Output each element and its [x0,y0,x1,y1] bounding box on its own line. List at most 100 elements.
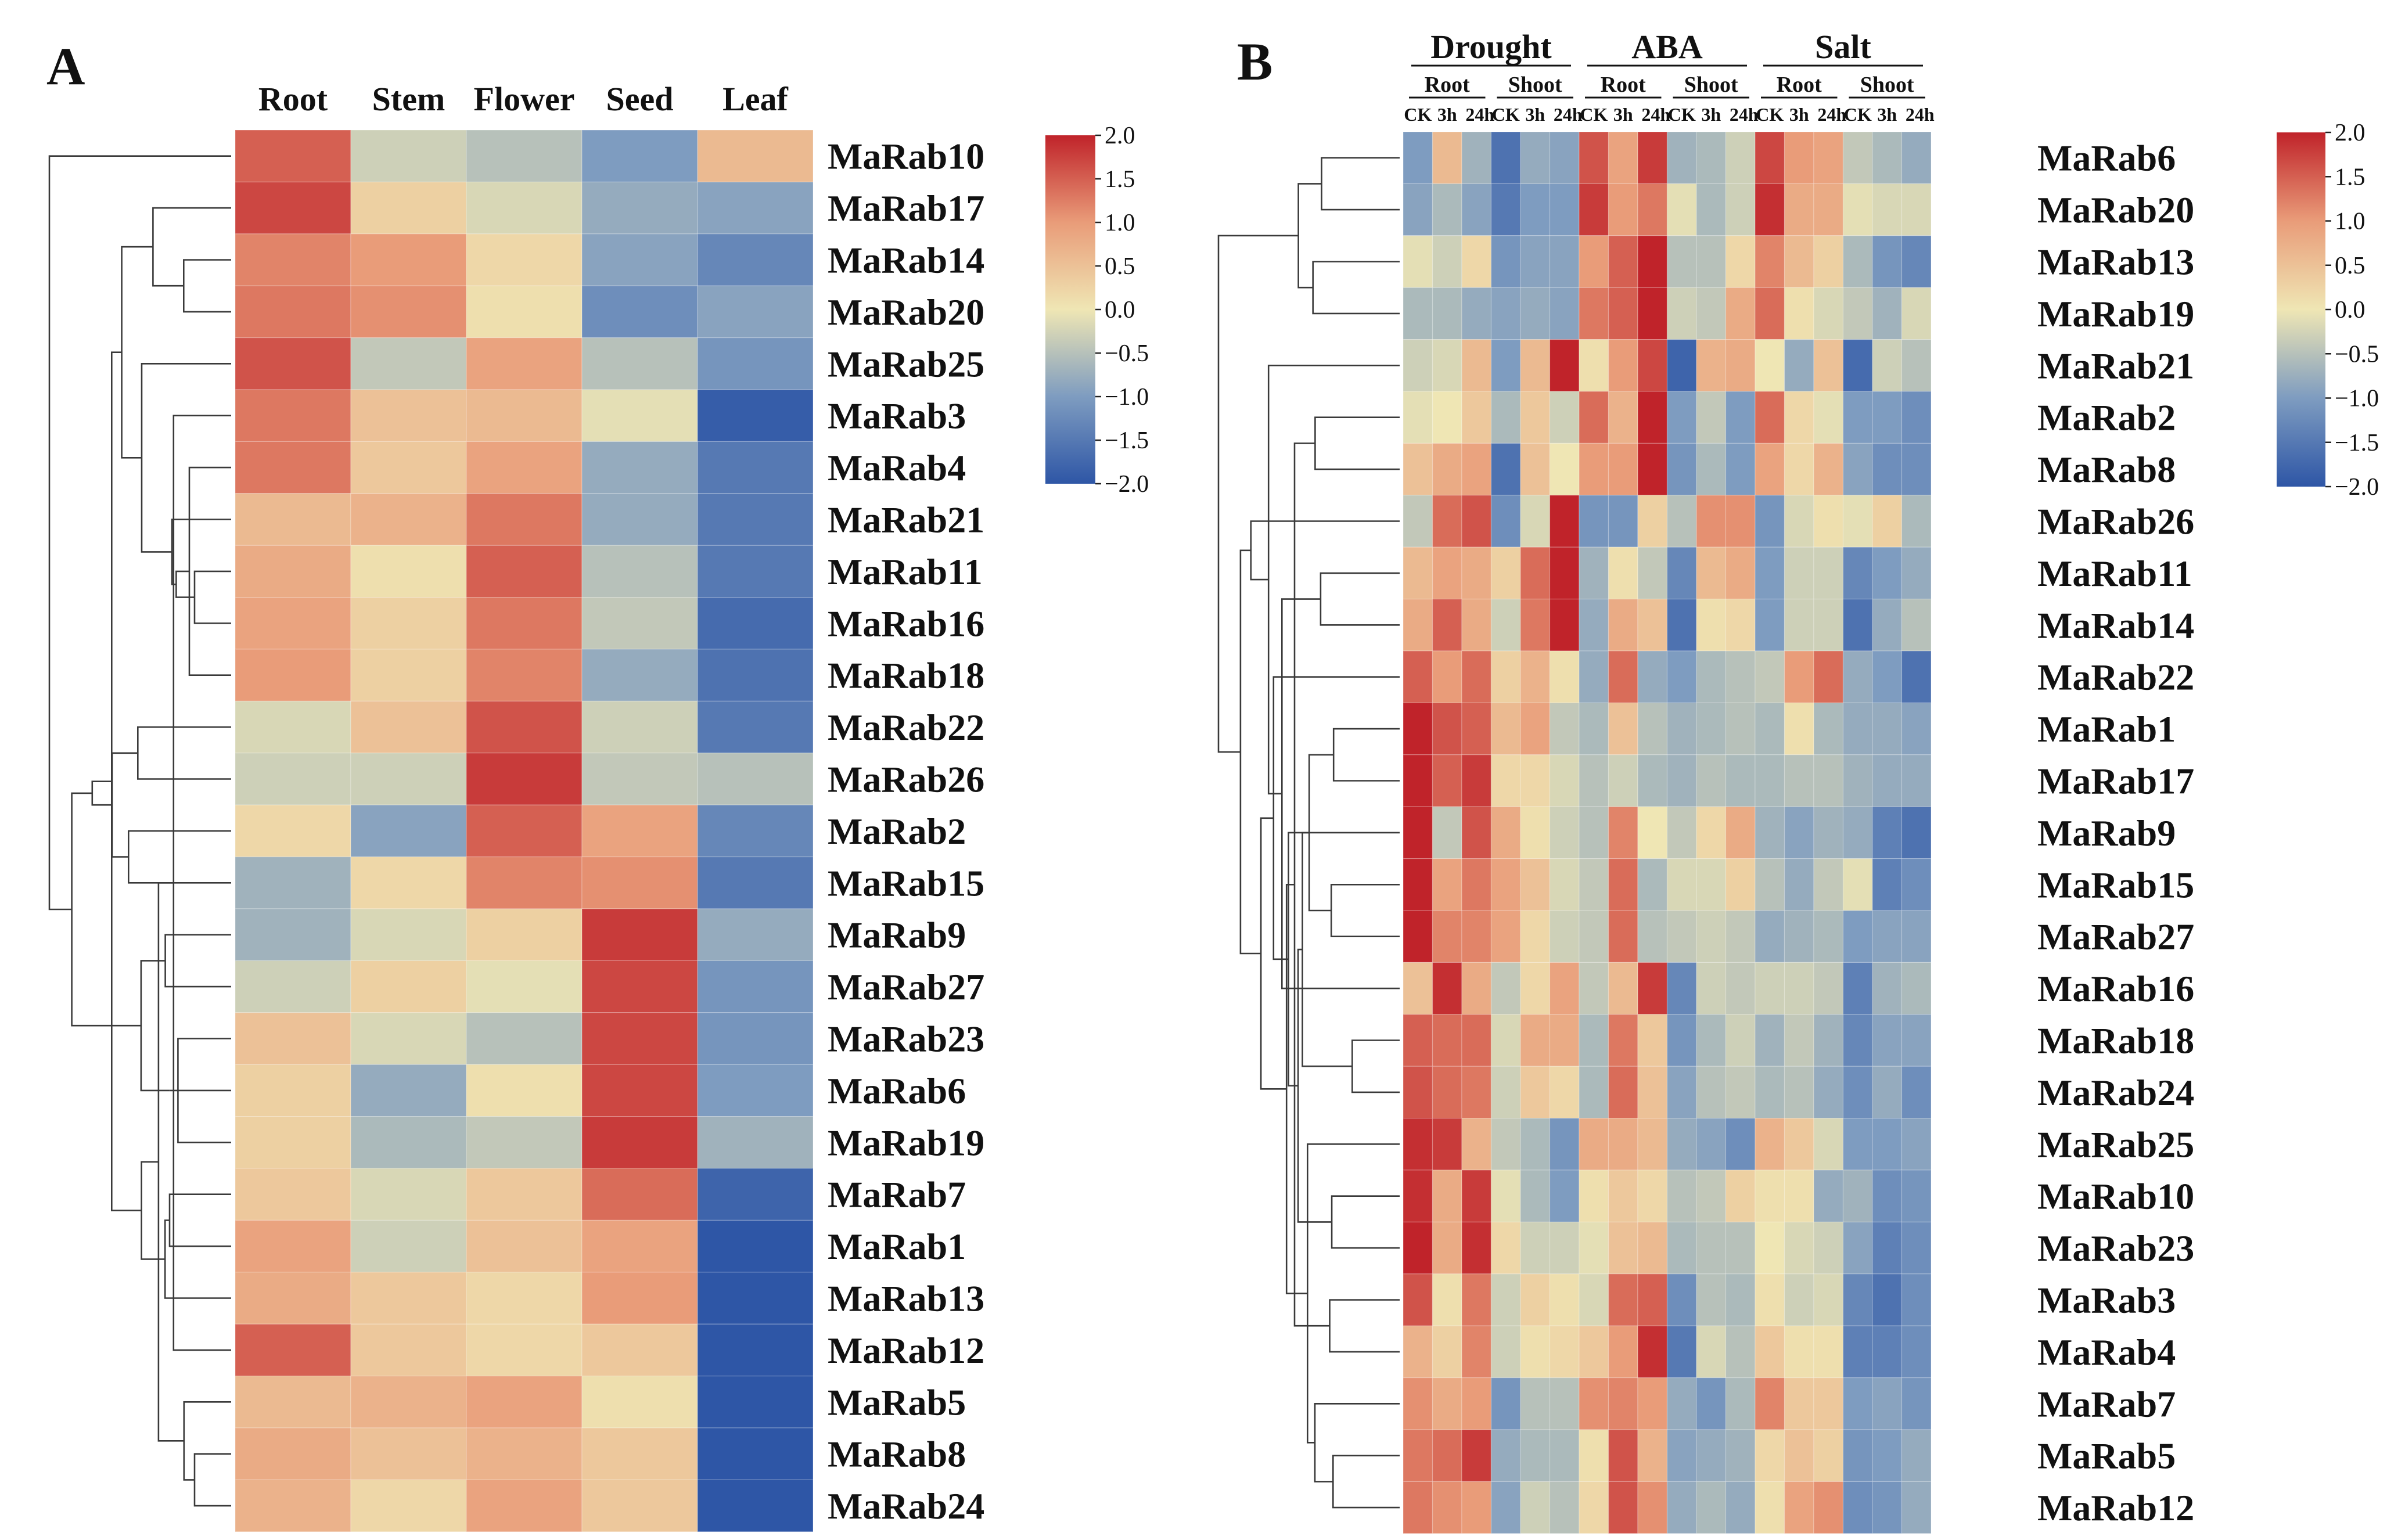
b-dendro-branch-3 [1331,1195,1400,1249]
b-cell-MaRab22-Drought-Root-CK [1403,650,1433,704]
b-cell-MaRab13-ABA-Root-24h [1637,235,1668,288]
a-cell-MaRab16-Leaf [697,596,814,650]
b-cell-MaRab5-Salt-Root-3h [1784,1429,1814,1483]
a-cell-MaRab20-Root [235,285,351,339]
a-cell-MaRab15-Seed [581,856,698,909]
a-row-label: MaRab3 [828,395,966,437]
b-cell-MaRab14-Drought-Shoot-24h [1549,598,1580,652]
b-cell-MaRab11-ABA-Root-CK [1579,546,1609,600]
a-cell-MaRab24-Flower [466,1479,583,1532]
a-cell-MaRab13-Stem [350,1272,467,1325]
b-cell-MaRab18-ABA-Root-24h [1637,1014,1668,1067]
b-cell-MaRab7-Drought-Root-24h [1461,1377,1492,1430]
b-cell-MaRab10-Salt-Shoot-3h [1872,1170,1903,1223]
a-row-label: MaRab27 [828,966,984,1008]
b-cell-MaRab26-ABA-Shoot-3h [1696,495,1727,548]
a-cell-MaRab7-Stem [350,1168,467,1221]
b-cell-MaRab18-Drought-Root-24h [1461,1014,1492,1067]
a-cell-MaRab17-Root [235,181,351,235]
b-row-label: MaRab7 [2037,1383,2176,1424]
b-cell-MaRab3-Salt-Shoot-24h [1901,1273,1932,1326]
b-cell-MaRab15-Drought-Root-24h [1461,858,1492,911]
a-row-label: MaRab25 [828,343,984,384]
b-cell-MaRab1-Salt-Shoot-3h [1872,702,1903,755]
b-cell-MaRab7-Salt-Root-24h [1813,1377,1844,1430]
b-cell-MaRab24-Drought-Shoot-CK [1490,1066,1521,1119]
a-cell-MaRab25-Seed [581,337,698,390]
a-cell-MaRab24-Root [235,1479,351,1532]
b-cell-MaRab12-ABA-Shoot-3h [1696,1481,1727,1534]
b-cell-MaRab20-Drought-Root-3h [1432,183,1462,236]
a-row-label: MaRab21 [828,499,984,541]
b-cell-MaRab7-Salt-Shoot-3h [1872,1377,1903,1430]
b-cell-MaRab8-Drought-Root-24h [1461,442,1492,496]
b-cell-MaRab22-Drought-Root-24h [1461,650,1492,704]
b-cell-MaRab11-Drought-Root-3h [1432,546,1462,600]
b-timepoint-label: CK [1844,104,1872,125]
b-cell-MaRab24-Salt-Shoot-CK [1842,1066,1873,1119]
b-cell-MaRab5-ABA-Root-CK [1579,1429,1609,1483]
b-row-label: MaRab15 [2037,864,2194,905]
b-timepoint-label: 3h [1613,104,1633,125]
a-cell-MaRab1-Stem [350,1219,467,1273]
b-cell-MaRab24-Salt-Shoot-3h [1872,1066,1903,1119]
b-cell-MaRab27-Salt-Shoot-CK [1842,910,1873,963]
a-dendro-branch-1 [193,1453,231,1507]
b-cell-MaRab7-Salt-Root-CK [1755,1377,1785,1430]
b-legend-tick-label: 0.0 [2335,297,2366,323]
b-cell-MaRab12-ABA-Root-CK [1579,1481,1609,1534]
b-cell-MaRab3-Salt-Shoot-CK [1842,1273,1873,1326]
b-cell-MaRab24-Drought-Root-CK [1403,1066,1433,1119]
b-dendro-branch-24 [1239,549,1261,955]
b-cell-MaRab27-ABA-Shoot-3h [1696,910,1727,963]
a-cell-MaRab21-Flower [466,493,583,546]
a-cell-MaRab5-Flower [466,1376,583,1429]
a-cell-MaRab15-Root [235,856,351,909]
b-cell-MaRab12-Drought-Root-24h [1461,1481,1492,1534]
b-row-label: MaRab5 [2037,1435,2176,1477]
a-cell-MaRab22-Root [235,700,351,754]
b-cell-MaRab22-ABA-Shoot-3h [1696,650,1727,704]
b-cell-MaRab10-ABA-Root-3h [1608,1170,1638,1223]
b-cell-MaRab22-Salt-Root-24h [1813,650,1844,704]
b-cell-MaRab1-ABA-Shoot-3h [1696,702,1727,755]
b-cell-MaRab13-Drought-Shoot-24h [1549,235,1580,288]
b-legend-tick-label: −1.5 [2335,430,2379,456]
b-dendro-branch-1 [1332,728,1400,782]
b-cell-MaRab26-Salt-Root-3h [1784,495,1814,548]
b-cell-MaRab3-Drought-Shoot-24h [1549,1273,1580,1326]
b-cell-MaRab23-Salt-Shoot-24h [1901,1221,1932,1275]
b-legend-tick-label: 1.5 [2335,164,2366,190]
a-cell-MaRab2-Leaf [697,804,814,858]
b-cell-MaRab27-ABA-Root-3h [1608,910,1638,963]
b-cell-MaRab21-ABA-Shoot-CK [1666,339,1697,392]
b-cell-MaRab9-Drought-Root-3h [1432,806,1462,859]
b-cell-MaRab8-ABA-Shoot-3h [1696,442,1727,496]
b-cell-MaRab8-ABA-Shoot-CK [1666,442,1697,496]
a-cell-MaRab17-Stem [350,181,467,235]
a-cell-MaRab10-Leaf [697,129,814,183]
b-cell-MaRab7-Salt-Root-3h [1784,1377,1814,1430]
b-cell-MaRab1-ABA-Shoot-CK [1666,702,1697,755]
b-cell-MaRab7-Drought-Shoot-CK [1490,1377,1521,1430]
a-cell-MaRab4-Flower [466,441,583,494]
b-row-label: MaRab20 [2037,189,2194,231]
b-cell-MaRab2-Salt-Root-CK [1755,391,1785,444]
b-dendro-branch-16 [1293,442,1330,1327]
b-cell-MaRab16-Salt-Shoot-CK [1842,962,1873,1015]
b-cell-MaRab23-ABA-Root-CK [1579,1221,1609,1275]
a-cell-MaRab11-Flower [466,545,583,598]
b-cell-MaRab9-ABA-Root-3h [1608,806,1638,859]
a-cell-MaRab24-Leaf [697,1479,814,1532]
b-cell-MaRab7-ABA-Root-3h [1608,1377,1638,1430]
b-cell-MaRab3-ABA-Shoot-3h [1696,1273,1727,1326]
b-timepoint-label: 24h [1730,104,1759,125]
b-cell-MaRab6-Drought-Root-CK [1403,131,1433,185]
b-cell-MaRab24-Drought-Shoot-24h [1549,1066,1580,1119]
b-cell-MaRab7-ABA-Root-24h [1637,1377,1668,1430]
b-cell-MaRab27-Drought-Shoot-CK [1490,910,1521,963]
b-legend-tick-label: 2.0 [2335,120,2366,146]
b-cell-MaRab15-Drought-Shoot-3h [1520,858,1551,911]
b-cell-MaRab22-Drought-Shoot-CK [1490,650,1521,704]
b-cell-MaRab22-Salt-Shoot-3h [1872,650,1903,704]
